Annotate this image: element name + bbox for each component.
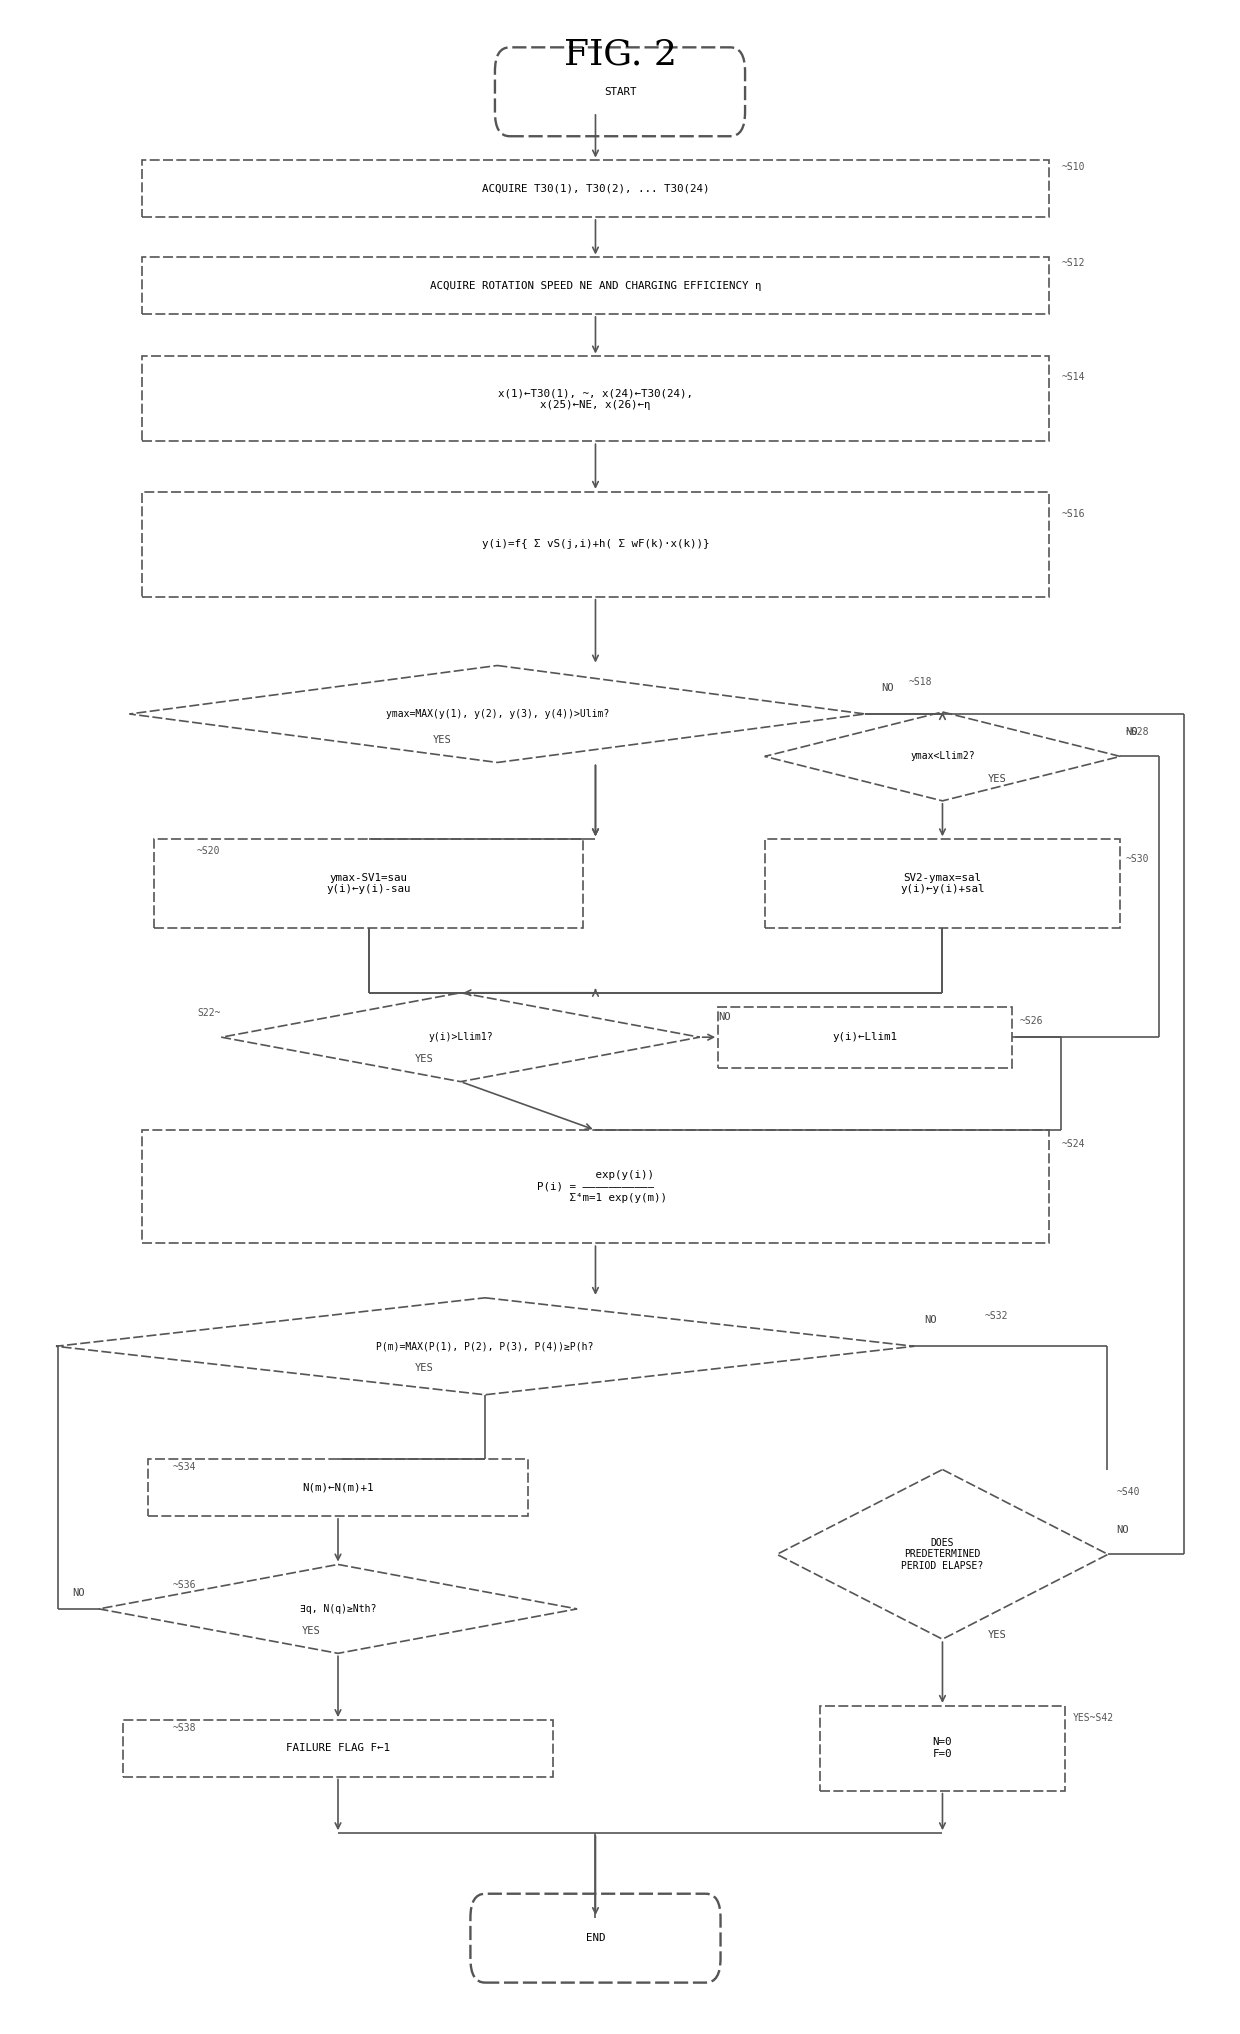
FancyBboxPatch shape bbox=[470, 1894, 720, 1983]
Bar bbox=[718, 1007, 1012, 1068]
Text: ~S30: ~S30 bbox=[1125, 854, 1148, 864]
Text: ~S10: ~S10 bbox=[1061, 161, 1085, 171]
Bar bbox=[141, 258, 1049, 313]
Text: SV2-ymax=sal
y(i)←y(i)+sal: SV2-ymax=sal y(i)←y(i)+sal bbox=[900, 873, 985, 895]
Text: YES: YES bbox=[414, 1054, 433, 1064]
Text: ~S40: ~S40 bbox=[1116, 1487, 1140, 1497]
Polygon shape bbox=[222, 993, 699, 1082]
Polygon shape bbox=[99, 1564, 577, 1654]
Bar bbox=[141, 1131, 1049, 1243]
Text: ~S18: ~S18 bbox=[908, 677, 931, 687]
Text: ~S14: ~S14 bbox=[1061, 372, 1085, 382]
Text: DOES
PREDETERMINED
PERIOD ELAPSE?: DOES PREDETERMINED PERIOD ELAPSE? bbox=[901, 1538, 983, 1570]
Text: END: END bbox=[585, 1932, 605, 1942]
Polygon shape bbox=[56, 1298, 914, 1395]
Text: exp(y(i))
P(i) = ———————————
       Σ⁴m=1 exp(y(m)): exp(y(i)) P(i) = ——————————— Σ⁴m=1 exp(y… bbox=[525, 1170, 667, 1204]
Text: NO: NO bbox=[718, 1013, 730, 1021]
Text: NO: NO bbox=[882, 683, 894, 694]
Text: ymax<Llim2?: ymax<Llim2? bbox=[910, 751, 975, 761]
Text: S22~: S22~ bbox=[197, 1009, 221, 1017]
Text: YES~S42: YES~S42 bbox=[1073, 1713, 1114, 1723]
Text: ~S16: ~S16 bbox=[1061, 508, 1085, 519]
Text: NO: NO bbox=[72, 1589, 84, 1599]
Bar bbox=[124, 1721, 553, 1776]
Bar bbox=[141, 161, 1049, 218]
Text: ~S28: ~S28 bbox=[1125, 728, 1148, 736]
Polygon shape bbox=[765, 712, 1120, 801]
Text: y(i)>Llim1?: y(i)>Llim1? bbox=[428, 1031, 494, 1041]
Text: y(i)←Llim1: y(i)←Llim1 bbox=[833, 1031, 898, 1041]
Text: FIG. 2: FIG. 2 bbox=[563, 37, 677, 71]
Polygon shape bbox=[777, 1469, 1109, 1639]
Text: NO: NO bbox=[1125, 728, 1137, 736]
Text: ~S36: ~S36 bbox=[172, 1580, 196, 1591]
Text: ymax=MAX(y(1), y(2), y(3), y(4))>Ulim?: ymax=MAX(y(1), y(2), y(3), y(4))>Ulim? bbox=[386, 710, 609, 718]
Text: N=0
F=0: N=0 F=0 bbox=[932, 1737, 952, 1759]
Text: YES: YES bbox=[414, 1363, 433, 1373]
Text: P(m)=MAX(P(1), P(2), P(3), P(4))≥P(h?: P(m)=MAX(P(1), P(2), P(3), P(4))≥P(h? bbox=[377, 1340, 594, 1351]
Bar bbox=[141, 356, 1049, 441]
Text: ymax-SV1=sau
y(i)←y(i)-sau: ymax-SV1=sau y(i)←y(i)-sau bbox=[326, 873, 410, 895]
Text: NO: NO bbox=[1116, 1526, 1130, 1536]
Text: FAILURE FLAG F←1: FAILURE FLAG F←1 bbox=[286, 1743, 391, 1753]
Text: ~S32: ~S32 bbox=[985, 1312, 1008, 1320]
Bar bbox=[148, 1460, 528, 1515]
Bar bbox=[820, 1707, 1065, 1790]
Text: ~S24: ~S24 bbox=[1061, 1139, 1085, 1149]
Text: ~S26: ~S26 bbox=[1019, 1017, 1043, 1025]
Text: ~S34: ~S34 bbox=[172, 1462, 196, 1473]
Bar bbox=[141, 492, 1049, 596]
Text: ACQUIRE ROTATION SPEED NE AND CHARGING EFFICIENCY η: ACQUIRE ROTATION SPEED NE AND CHARGING E… bbox=[430, 281, 761, 291]
Text: NO: NO bbox=[924, 1316, 936, 1324]
Text: START: START bbox=[604, 87, 636, 98]
Text: ∃q, N(q)≥Nth?: ∃q, N(q)≥Nth? bbox=[300, 1605, 376, 1613]
Text: N(m)←N(m)+1: N(m)←N(m)+1 bbox=[303, 1483, 373, 1493]
Polygon shape bbox=[129, 665, 866, 763]
Text: ~S38: ~S38 bbox=[172, 1723, 196, 1733]
Text: ACQUIRE T30(1), T30(2), ... T30(24): ACQUIRE T30(1), T30(2), ... T30(24) bbox=[481, 183, 709, 193]
Text: YES: YES bbox=[988, 773, 1007, 783]
Text: YES: YES bbox=[433, 734, 451, 744]
Text: y(i)=f{ Σ vS(j,i)+h( Σ wF(k)·x(k))}: y(i)=f{ Σ vS(j,i)+h( Σ wF(k)·x(k))} bbox=[481, 539, 709, 549]
Bar bbox=[765, 840, 1120, 928]
FancyBboxPatch shape bbox=[495, 47, 745, 136]
Text: YES: YES bbox=[988, 1629, 1007, 1639]
Text: YES: YES bbox=[301, 1625, 320, 1635]
Text: ~S20: ~S20 bbox=[197, 846, 221, 856]
Text: x(1)←T30(1), ~, x(24)←T30(24),
x(25)←NE, x(26)←η: x(1)←T30(1), ~, x(24)←T30(24), x(25)←NE,… bbox=[498, 388, 693, 409]
Bar bbox=[154, 840, 583, 928]
Text: ~S12: ~S12 bbox=[1061, 258, 1085, 268]
